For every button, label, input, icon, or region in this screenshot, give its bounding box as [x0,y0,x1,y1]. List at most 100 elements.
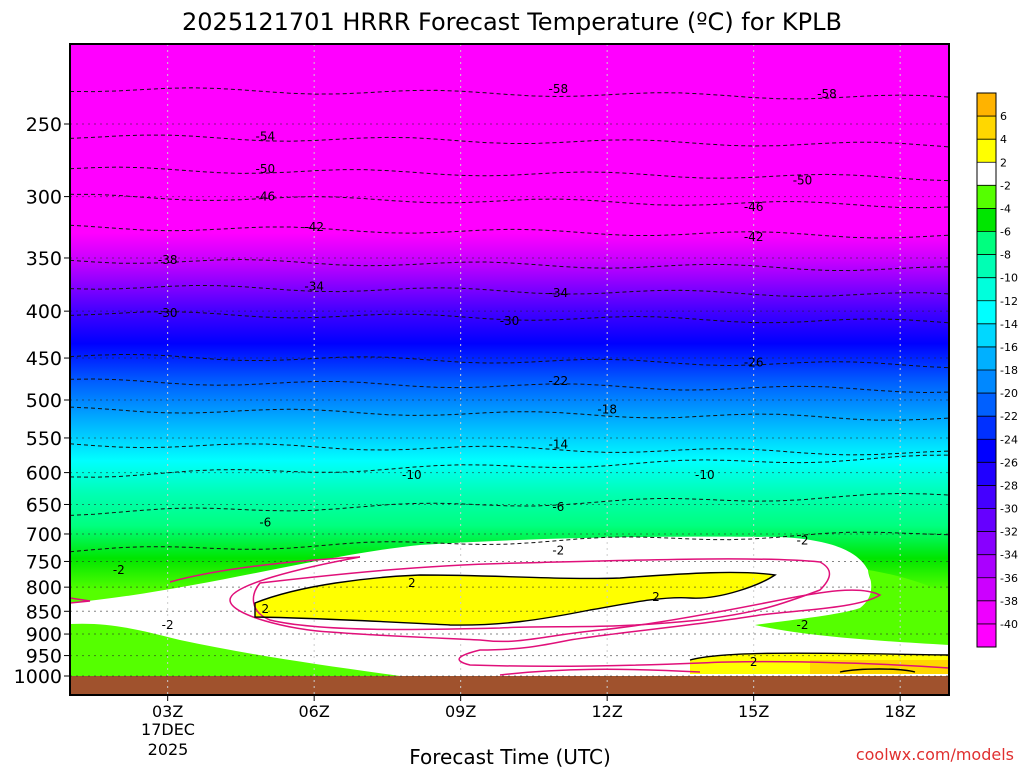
colorbar-swatch-1 [977,116,996,140]
chart-title: 2025121701 HRRR Forecast Temperature (ºC… [182,8,842,36]
colorbar-swatch-9 [977,300,996,325]
isotherm-label--50-0: -50 [256,162,276,176]
isotherm-label--6-0: -6 [552,500,564,514]
isotherm-label--38-0: -38 [158,253,178,267]
y-tick-label-300: 300 [26,187,62,209]
x-tick-label-15Z: 15Z [738,702,769,721]
colorbar-swatch-15 [977,439,996,463]
colorbar-label--2: -2 [1000,179,1011,192]
colorbar-swatch-4 [977,185,996,209]
colorbar-swatch-19 [977,531,996,555]
colorbar-swatch-8 [977,277,996,302]
isotherm-label--58-0: -58 [549,82,569,96]
colorbar-label--36: -36 [1000,572,1018,585]
y-axis: 250 300 350 400 450 500 550 600 650 700 750 8008509… [14,114,70,688]
y-tick-label-1000: 1000 [14,666,62,688]
isotherm-label--18-0: -18 [597,402,617,416]
colorbar: 6 4 2 -2 -4 -6 -8 -10 -12 -14 -16 -18 -20 -22 -24 -26 -2… [976,92,1018,648]
colorbar-swatch-3 [977,162,996,186]
isotherm-label--30-1: -30 [500,314,520,328]
colorbar-swatch-16 [977,462,996,486]
y-tick-label-850: 850 [26,601,62,623]
colorbar-swatch-17 [977,485,996,509]
colorbar-swatch-11 [977,346,996,371]
colorbar-swatch-0 [977,93,996,117]
isotherm-label--10-0: -10 [402,468,422,482]
isotherm-label--6-1: -6 [259,515,271,529]
grid-lines [70,44,949,695]
colorbar-swatch-18 [977,508,996,532]
colorbar-swatch-20 [977,554,996,579]
y-tick-label-600: 600 [26,463,62,485]
ground-below-surface [70,676,949,695]
isotherm-label--54-0: -54 [256,130,276,144]
zero-isotherm-lower [169,556,949,669]
two-degree-contour [254,571,777,626]
isotherm-label--2-2: -2 [162,618,174,632]
colorbar-label--14: -14 [1000,318,1018,331]
green-patch-left [70,623,400,676]
colorbar-swatch-22 [977,600,996,625]
y-tick-label-700: 700 [26,524,62,546]
isotherm-label--2-1: -2 [113,563,125,577]
x-tick-label-09Z: 09Z [445,702,476,721]
credit-text: coolwx.com/models [856,745,1014,764]
x-tick-label-12Z: 12Z [592,702,623,721]
x-tick-label-03Z: 03Z [152,702,183,721]
colorbar-swatch-13 [977,393,996,417]
isotherm-label-2-2: 2 [652,590,660,604]
colorbar-label-6: 6 [1000,110,1007,123]
isotherm-label--42-1: -42 [744,230,764,244]
colorbar-label--16: -16 [1000,341,1018,354]
colorbar-label--6: -6 [1000,226,1011,239]
y-tick-label-750: 750 [26,551,62,573]
colorbar-label--40: -40 [1000,618,1018,631]
yellow-warm-nose [255,572,775,626]
plot-frame [69,43,950,696]
colorbar-label--4: -4 [1000,202,1011,215]
colorbar-label-4: 4 [1000,133,1007,146]
y-tick-label-500: 500 [26,390,62,412]
isotherm-label--42-0: -42 [304,220,324,234]
colorbar-swatch-14 [977,416,996,440]
colorbar-swatch-7 [977,254,996,278]
isotherm-label--2-4: -2 [797,618,809,632]
isotherm-label--30-0: -30 [158,306,178,320]
isotherm-label--46-0: -46 [256,190,276,204]
y-tick-label-250: 250 [26,114,62,136]
x-date-line-2: 2025 [148,740,189,759]
x-tick-label-18Z: 18Z [885,702,916,721]
isotherm-label--58-1: -58 [817,87,837,101]
colorbar-label--28: -28 [1000,479,1018,492]
colorbar-label--12: -12 [1000,295,1018,308]
colorbar-swatch-23 [977,623,996,648]
x-date-line-1: 17DEC [141,720,195,739]
colorbar-label--38: -38 [1000,595,1018,608]
y-tick-label-350: 350 [26,248,62,270]
colorbar-swatch-2 [977,139,996,163]
colorbar-swatch-12 [977,370,996,394]
isotherm-label-2-1: 2 [262,602,270,616]
isotherm-label--34-0: -34 [304,280,324,294]
colorbar-label--32: -32 [1000,526,1018,539]
isotherm-label--26-0: -26 [744,355,764,369]
x-axis-label: Forecast Time (UTC) [409,745,611,768]
isotherm-label--22-0: -22 [549,374,569,388]
zero-isotherm-upper [252,558,831,631]
isotherm-label-2-0: 2 [408,576,416,590]
y-tick-label-550: 550 [26,428,62,450]
two-degree-contour-surface [689,652,949,673]
colorbar-label--26: -26 [1000,456,1018,469]
y-tick-label-450: 450 [26,348,62,370]
y-tick-label-900: 900 [26,624,62,646]
isotherm-label--50-1: -50 [793,173,813,187]
colorbar-swatch-21 [977,577,996,602]
colorbar-label--20: -20 [1000,387,1018,400]
isotherm-labels: -58 -58 -54 -50 -50 -46 -46 -42 -42 -38 -34 -34 -30 -… [113,82,837,669]
colorbar-label--22: -22 [1000,410,1018,423]
y-tick-label-650: 650 [26,494,62,516]
colorbar-label--8: -8 [1000,249,1011,262]
y-tick-label-400: 400 [26,301,62,323]
y-tick-label-800: 800 [26,577,62,599]
